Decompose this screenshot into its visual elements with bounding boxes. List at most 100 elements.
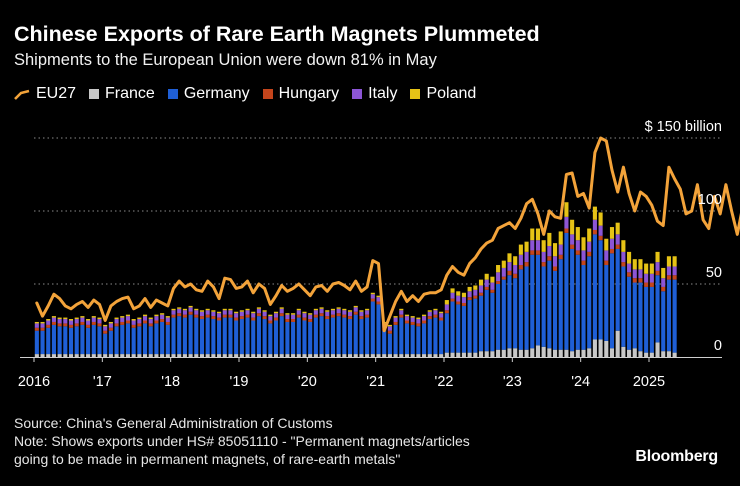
bar-segment-hungary <box>666 275 671 280</box>
bar-segment-italy <box>575 240 580 251</box>
bar-segment-germany <box>615 248 620 331</box>
bar-segment-italy <box>461 297 466 303</box>
bar-segment-italy <box>672 266 677 276</box>
bar-segment-france <box>478 351 484 357</box>
bar-segment-poland <box>507 253 512 263</box>
bar-segment-germany <box>63 326 68 355</box>
bar-segment-france <box>456 352 461 357</box>
bar-segment-germany <box>234 320 239 355</box>
series-line-eu27 <box>35 136 740 333</box>
bar-segment-france <box>399 354 404 357</box>
bar-segment-hungary <box>450 298 455 302</box>
bar-segment-germany <box>347 319 353 355</box>
bar-segment-germany <box>632 282 637 349</box>
legend-item-france: France <box>89 85 155 103</box>
bar-segment-poland <box>490 276 495 283</box>
bar-segment-france <box>484 351 489 357</box>
bar-segment-italy <box>501 267 506 277</box>
bar-segment-france <box>530 348 535 357</box>
bar-segment-france <box>131 354 136 357</box>
bar-segment-hungary <box>114 323 119 327</box>
bar-segment-poland <box>444 300 449 305</box>
bar-segment-france <box>632 348 637 357</box>
bar-segment-italy <box>108 323 113 328</box>
bar-segment-poland <box>330 308 336 311</box>
bar-segment-france <box>365 354 370 357</box>
bar-segment-poland <box>513 256 518 266</box>
bar-segment-hungary <box>478 292 484 296</box>
x-tick-label: '17 <box>93 374 112 390</box>
bar-segment-hungary <box>188 311 193 315</box>
bar-segment-poland <box>325 310 330 312</box>
bar-segment-germany <box>638 282 643 352</box>
bar-segment-italy <box>410 317 415 322</box>
bar-segment-italy <box>444 304 449 311</box>
bar-segment-italy <box>439 313 444 318</box>
bar-segment-france <box>74 354 79 357</box>
bar-segment-poland <box>211 310 216 312</box>
bar-segment-france <box>125 354 131 357</box>
bar-segment-hungary <box>222 314 227 318</box>
bar-segment-italy <box>51 317 56 322</box>
bar-segment-germany <box>456 304 461 353</box>
legend-line-swatch <box>14 89 30 100</box>
bar-segment-italy <box>91 317 96 322</box>
bar-segment-hungary <box>609 248 615 254</box>
legend-item-germany: Germany <box>167 85 250 103</box>
bar-segment-italy <box>68 320 74 325</box>
bar-segment-italy <box>393 317 398 322</box>
bar-segment-poland <box>564 202 569 217</box>
bar-segment-france <box>154 354 159 357</box>
bar-segment-italy <box>541 251 546 263</box>
bar-segment-germany <box>535 254 541 346</box>
bar-segment-france <box>217 354 222 357</box>
bar-segment-hungary <box>86 324 91 328</box>
bar-segment-hungary <box>234 317 239 321</box>
bar-segment-france <box>194 354 199 357</box>
footnote-line-1: Note: Shows exports under HS# 85051110 -… <box>14 433 470 449</box>
bar-segment-france <box>308 354 313 357</box>
bar-segment-poland <box>80 316 85 318</box>
bar-segment-germany <box>416 326 421 355</box>
bar-segment-poland <box>604 238 609 251</box>
bar-segment-germany <box>433 317 438 355</box>
bar-segment-poland <box>154 314 159 317</box>
bar-segment-poland <box>359 310 364 312</box>
bar-segment-germany <box>239 319 244 355</box>
bar-segment-italy <box>296 310 301 315</box>
bar-segment-france <box>547 348 552 357</box>
bar-segment-poland <box>627 251 632 264</box>
bar-segment-hungary <box>80 321 85 325</box>
bar-segment-italy <box>347 311 353 317</box>
bar-segment-italy <box>478 285 484 293</box>
bar-segment-germany <box>103 333 108 355</box>
bar-segment-poland <box>46 319 51 321</box>
bar-segment-hungary <box>587 251 592 257</box>
bar-segment-italy <box>182 310 187 315</box>
x-tick-label: '19 <box>230 374 249 390</box>
bar-segment-germany <box>587 256 592 349</box>
bar-segment-italy <box>142 316 148 321</box>
bar-segment-hungary <box>154 320 159 324</box>
bar-segment-italy <box>587 241 592 252</box>
bar-segment-france <box>273 354 279 357</box>
bar-segment-germany <box>273 320 279 355</box>
x-tick-label: '20 <box>298 374 317 390</box>
bar-segment-poland <box>97 317 102 320</box>
bar-segment-germany <box>308 321 313 355</box>
legend-swatch <box>352 89 363 99</box>
bar-segment-italy <box>404 316 410 321</box>
bar-segment-germany <box>404 323 410 355</box>
bar-segment-germany <box>194 317 199 355</box>
bar-segment-germany <box>558 259 563 350</box>
bar-segment-germany <box>228 317 233 355</box>
bar-segment-italy <box>57 319 62 324</box>
bar-segment-hungary <box>296 314 301 318</box>
bar-segment-france <box>644 352 649 357</box>
bar-segment-italy <box>268 316 273 321</box>
bar-segment-france <box>342 354 347 357</box>
bar-segment-italy <box>262 311 267 317</box>
bar-segment-italy <box>530 240 535 251</box>
bar-segment-france <box>570 351 575 357</box>
bar-segment-france <box>268 354 273 357</box>
